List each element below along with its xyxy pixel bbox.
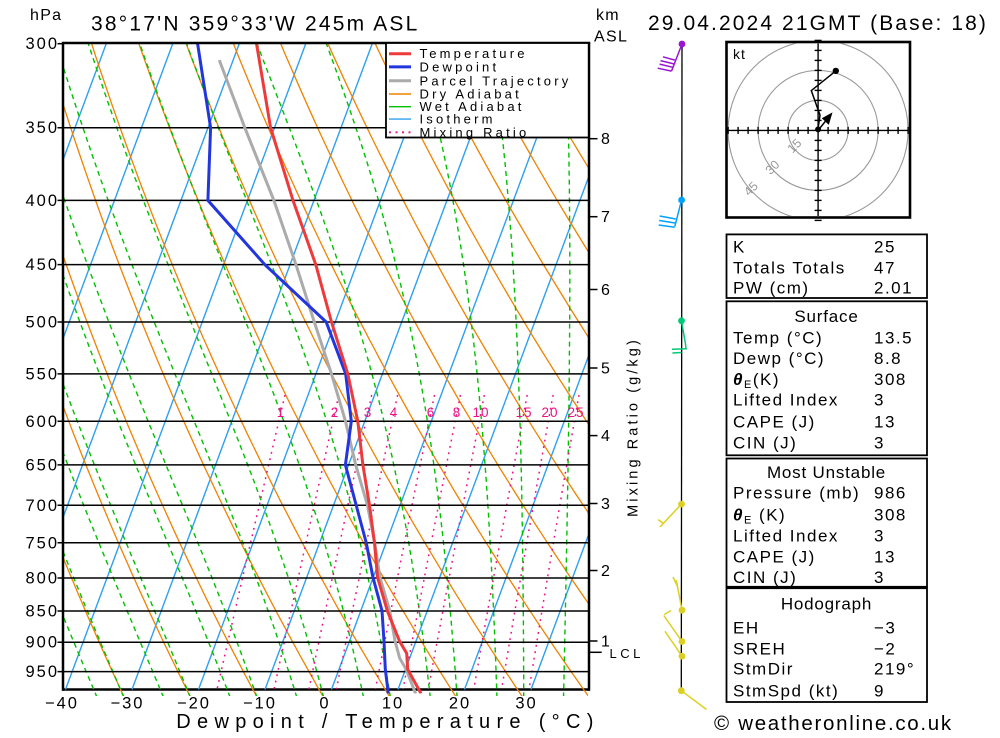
- svg-text:900: 900: [25, 634, 59, 652]
- svg-text:10: 10: [382, 695, 404, 713]
- svg-text:StmSpd (kt): StmSpd (kt): [733, 682, 839, 701]
- svg-text:Surface: Surface: [794, 307, 858, 326]
- svg-text:38°17'N 359°33'W 245m ASL: 38°17'N 359°33'W 245m ASL: [91, 13, 419, 36]
- svg-text:2: 2: [331, 405, 340, 420]
- svg-text:Mixing Ratio (g/kg): Mixing Ratio (g/kg): [626, 337, 642, 517]
- svg-text:Temp (°C): Temp (°C): [733, 329, 823, 348]
- svg-text:500: 500: [25, 314, 59, 332]
- svg-text:1: 1: [277, 405, 286, 420]
- svg-text:550: 550: [25, 365, 59, 383]
- svg-text:700: 700: [25, 497, 59, 515]
- svg-text:SREH: SREH: [733, 640, 786, 659]
- svg-text:13.5: 13.5: [874, 329, 913, 348]
- svg-text:5: 5: [601, 361, 610, 378]
- svg-text:13: 13: [874, 548, 896, 567]
- svg-text:Wet Adiabat: Wet Adiabat: [420, 99, 525, 114]
- svg-text:hPa: hPa: [30, 7, 62, 24]
- svg-text:Most Unstable: Most Unstable: [767, 463, 886, 482]
- svg-text:30: 30: [515, 695, 537, 713]
- svg-text:7: 7: [601, 209, 610, 226]
- svg-text:θE(K): θE(K): [733, 370, 780, 391]
- svg-text:−3: −3: [874, 619, 896, 638]
- svg-text:LCL: LCL: [610, 646, 644, 661]
- svg-text:−20: −20: [177, 695, 211, 713]
- svg-text:20: 20: [449, 695, 471, 713]
- svg-text:ASL: ASL: [594, 29, 628, 46]
- svg-text:3: 3: [364, 405, 373, 420]
- svg-text:PW (cm): PW (cm): [733, 279, 810, 298]
- svg-text:10: 10: [472, 405, 489, 420]
- svg-text:4: 4: [601, 428, 610, 445]
- svg-text:−30: −30: [111, 695, 145, 713]
- svg-text:15: 15: [515, 405, 532, 420]
- svg-text:800: 800: [25, 570, 59, 588]
- svg-text:13: 13: [874, 413, 896, 432]
- svg-text:300: 300: [25, 35, 59, 53]
- svg-text:CAPE (J): CAPE (J): [733, 548, 816, 567]
- svg-text:Temperature: Temperature: [420, 46, 528, 61]
- svg-text:25: 25: [567, 405, 584, 420]
- svg-text:6: 6: [427, 405, 436, 420]
- svg-text:Pressure (mb): Pressure (mb): [733, 484, 860, 503]
- svg-text:CIN (J): CIN (J): [733, 568, 797, 587]
- svg-text:308: 308: [874, 370, 907, 389]
- svg-text:450: 450: [25, 256, 59, 274]
- svg-text:650: 650: [25, 456, 59, 474]
- svg-text:Dewpoint / Temperature (°C): Dewpoint / Temperature (°C): [176, 711, 599, 733]
- svg-text:8.8: 8.8: [874, 349, 902, 368]
- svg-text:219°: 219°: [874, 660, 915, 679]
- svg-text:Dewpoint: Dewpoint: [420, 59, 500, 74]
- svg-text:20: 20: [541, 405, 558, 420]
- svg-text:2.01: 2.01: [874, 279, 913, 298]
- svg-text:8: 8: [601, 131, 610, 148]
- svg-text:3: 3: [601, 496, 610, 513]
- svg-text:4: 4: [390, 405, 399, 420]
- svg-text:750: 750: [25, 534, 59, 552]
- svg-text:3: 3: [874, 568, 885, 587]
- svg-text:29.04.2024 21GMT (Base: 18): 29.04.2024 21GMT (Base: 18): [648, 12, 988, 35]
- svg-text:350: 350: [25, 119, 59, 137]
- svg-text:308: 308: [874, 506, 907, 525]
- svg-text:8: 8: [453, 405, 462, 420]
- svg-text:1: 1: [601, 634, 610, 651]
- svg-text:3: 3: [874, 391, 885, 410]
- svg-text:Totals Totals: Totals Totals: [733, 259, 846, 278]
- svg-text:986: 986: [874, 484, 907, 503]
- svg-text:6: 6: [601, 282, 610, 299]
- svg-text:2: 2: [601, 563, 610, 580]
- svg-text:Lifted Index: Lifted Index: [733, 527, 839, 546]
- svg-text:StmDir: StmDir: [733, 660, 794, 679]
- svg-text:950: 950: [25, 663, 59, 681]
- svg-text:850: 850: [25, 603, 59, 621]
- svg-text:−2: −2: [874, 640, 896, 659]
- svg-text:Dry Adiabat: Dry Adiabat: [420, 87, 522, 102]
- svg-text:0: 0: [319, 695, 330, 713]
- svg-text:Mixing Ratio: Mixing Ratio: [420, 125, 530, 140]
- svg-text:kt: kt: [733, 46, 746, 62]
- svg-text:600: 600: [25, 413, 59, 431]
- svg-text:25: 25: [874, 238, 896, 257]
- svg-text:K: K: [733, 238, 746, 257]
- svg-text:CAPE (J): CAPE (J): [733, 413, 816, 432]
- svg-text:EH: EH: [733, 619, 760, 638]
- svg-text:Isotherm: Isotherm: [420, 112, 496, 127]
- svg-text:Dewp (°C): Dewp (°C): [733, 349, 825, 368]
- svg-text:47: 47: [874, 259, 896, 278]
- svg-text:3: 3: [874, 434, 885, 453]
- svg-text:−10: −10: [243, 695, 277, 713]
- svg-text:−40: −40: [45, 695, 79, 713]
- svg-text:Hodograph: Hodograph: [781, 595, 872, 614]
- svg-text:3: 3: [874, 527, 885, 546]
- svg-text:Parcel Trajectory: Parcel Trajectory: [420, 73, 572, 88]
- svg-text:CIN (J): CIN (J): [733, 434, 797, 453]
- svg-text:9: 9: [874, 682, 885, 701]
- svg-text:θE (K): θE (K): [733, 506, 786, 527]
- svg-text:400: 400: [25, 192, 59, 210]
- svg-text:© weatheronline.co.uk: © weatheronline.co.uk: [714, 712, 953, 733]
- svg-text:Lifted Index: Lifted Index: [733, 391, 839, 410]
- svg-text:km: km: [596, 7, 620, 24]
